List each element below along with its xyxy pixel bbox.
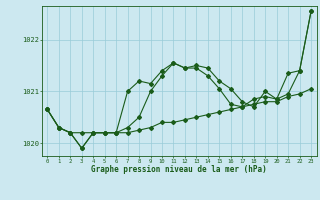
X-axis label: Graphe pression niveau de la mer (hPa): Graphe pression niveau de la mer (hPa)	[91, 165, 267, 174]
